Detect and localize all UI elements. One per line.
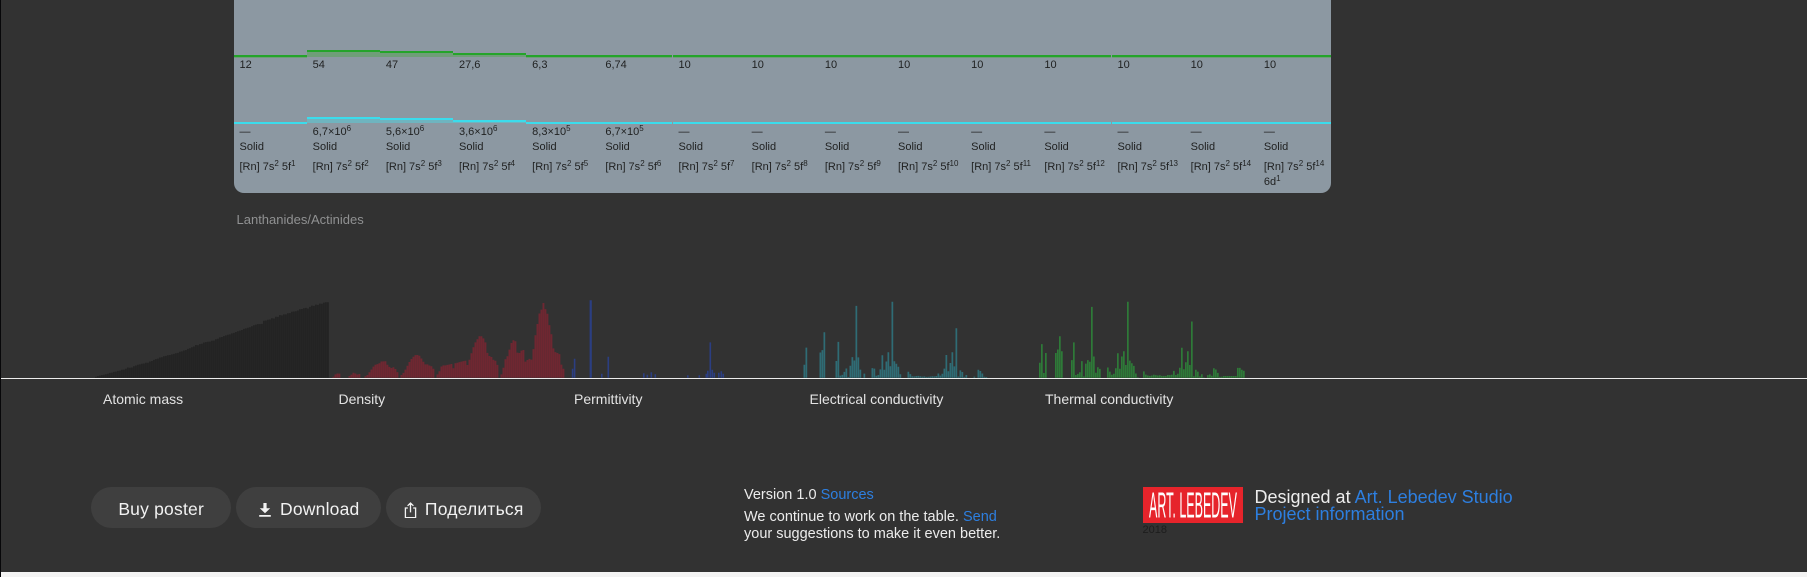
svg-text:ART. LEBEDEV: ART. LEBEDEV bbox=[1149, 487, 1237, 522]
